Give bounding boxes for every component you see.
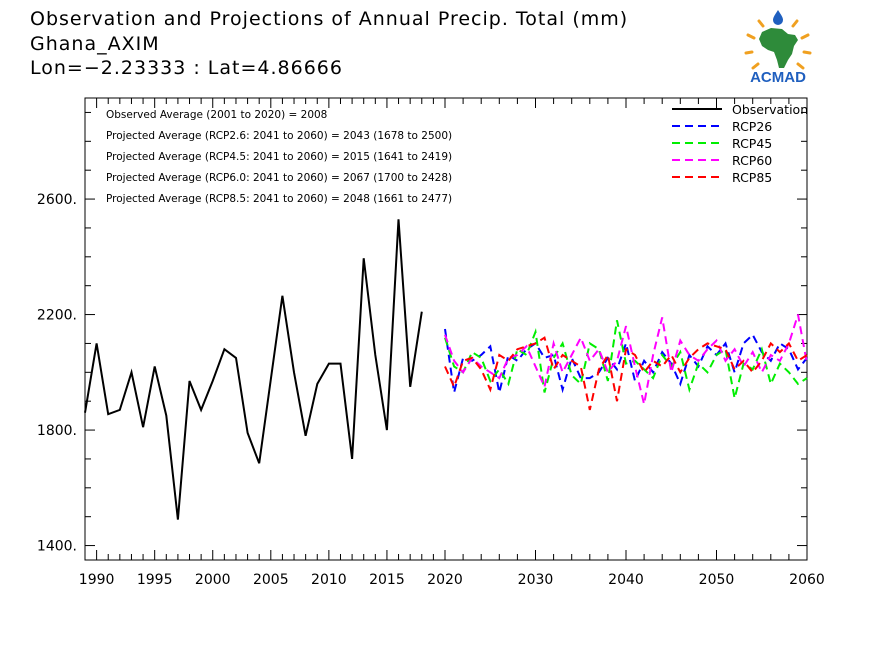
series-layer [84,219,808,520]
x-tick-label: 1990 [79,572,115,588]
africa-map-logo: ACMAD [744,10,812,86]
y-tick-label: 2600. [37,192,77,208]
x-tick-label: 2050 [699,572,735,588]
x-tick-label: 2030 [518,572,554,588]
logo-text: ACMAD [750,69,806,86]
legend-label: RCP26 [732,119,772,134]
legend-label: RCP85 [732,170,772,185]
x-tick-labels: 1990 1995 2000 2005 2010 2015 2020 2030 2040 2050… [79,572,825,588]
legend-label: RCP60 [732,153,772,168]
series-line-rcp60 [444,314,808,405]
legend: Observation RCP26 RCP45 RCP60 RCP85 [672,102,808,185]
series-line-rcp26 [444,328,808,394]
series-line-rcp45 [444,320,808,399]
annotation-block: Observed Average (2001 to 2020) = 2008 Pr… [106,109,452,205]
chart-title: Observation and Projections of Annual Pr… [30,8,629,30]
series-line-observation [84,219,423,520]
coordinates: Lon=−2.23333 : Lat=4.86666 [30,57,343,79]
water-drop-icon [773,10,783,25]
y-tick-labels: 1400. 1800. 2200. 2600. [37,192,77,555]
annotation-line: Projected Average (RCP2.6: 2041 to 2060)… [106,130,452,142]
x-tick-label: 2015 [369,572,405,588]
plot-frame [84,97,808,561]
legend-label: Observation [732,102,808,117]
x-tick-label: 2040 [608,572,644,588]
x-tick-label: 2020 [427,572,463,588]
x-tick-label: 2005 [253,572,289,588]
axis-ticks [84,98,808,560]
y-tick-label: 1800. [37,423,77,439]
annotation-line: Projected Average (RCP4.5: 2041 to 2060)… [106,151,452,163]
x-tick-label: 2060 [789,572,825,588]
series-line-rcp85 [444,336,808,411]
y-tick-label: 1400. [37,539,77,555]
y-tick-label: 2200. [37,308,77,324]
annotation-line: Projected Average (RCP8.5: 2041 to 2060)… [106,193,452,205]
legend-label: RCP45 [732,136,772,151]
x-tick-label: 2010 [311,572,347,588]
location-name: Ghana_AXIM [30,33,160,55]
x-tick-label: 1995 [137,572,173,588]
africa-shape-icon [759,28,798,68]
annotation-line: Observed Average (2001 to 2020) = 2008 [106,109,327,121]
annotation-line: Projected Average (RCP6.0: 2041 to 2060)… [106,172,452,184]
x-tick-label: 2000 [195,572,231,588]
